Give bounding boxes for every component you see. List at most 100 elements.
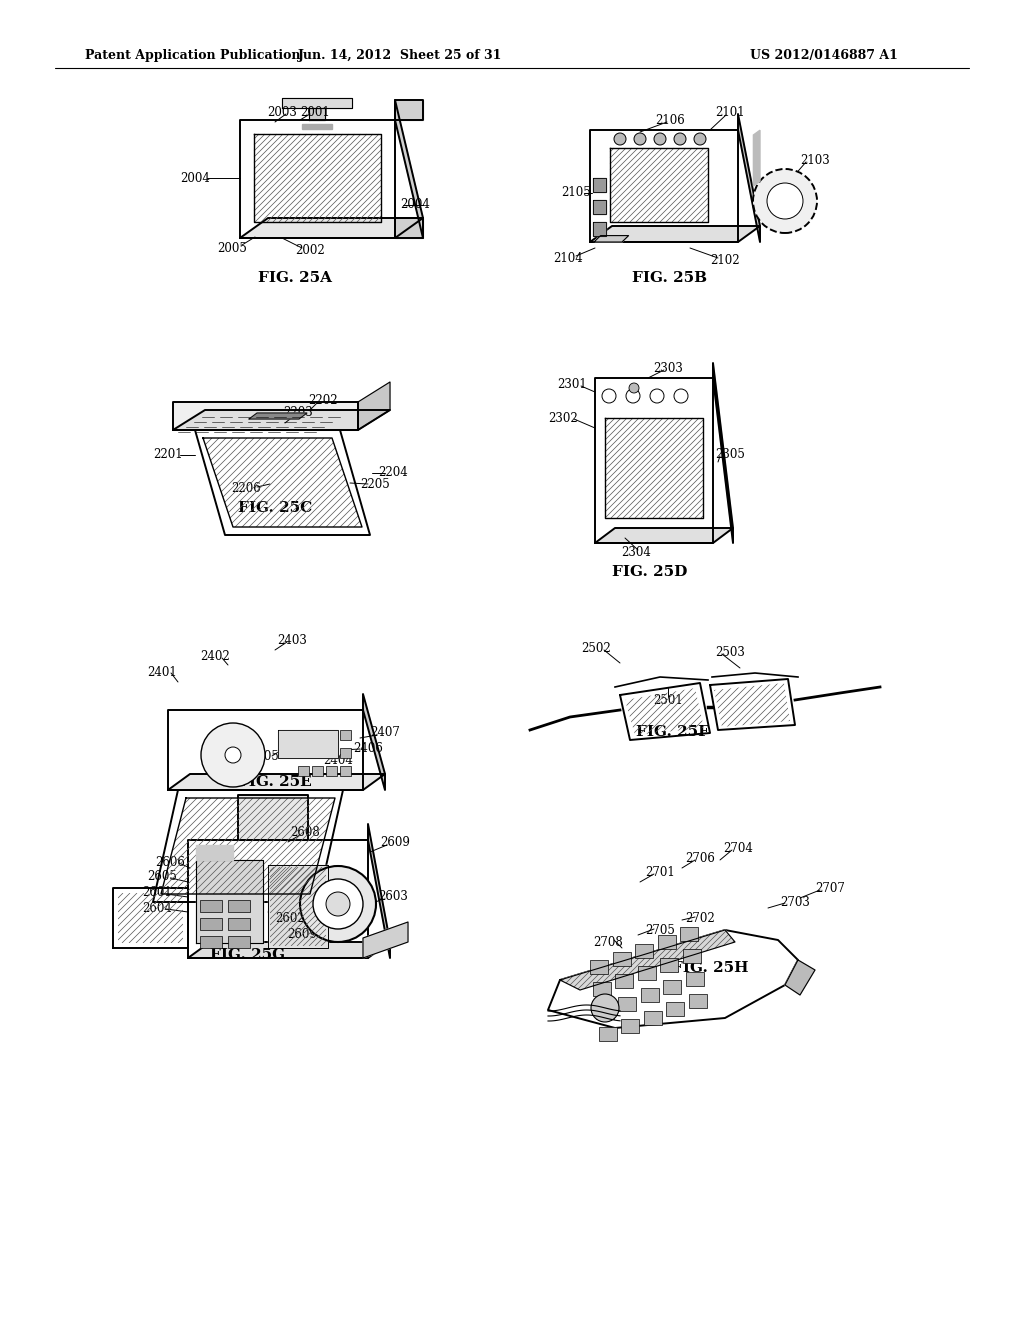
Bar bbox=[312, 766, 323, 776]
Polygon shape bbox=[113, 888, 188, 948]
Text: 2402: 2402 bbox=[200, 649, 229, 663]
Polygon shape bbox=[395, 218, 423, 238]
Polygon shape bbox=[738, 114, 760, 242]
Circle shape bbox=[626, 389, 640, 403]
Circle shape bbox=[614, 133, 626, 145]
Bar bbox=[641, 989, 658, 1002]
Text: 2002: 2002 bbox=[295, 243, 325, 256]
Text: 2404: 2404 bbox=[323, 754, 353, 767]
Bar bbox=[635, 944, 653, 957]
Circle shape bbox=[674, 133, 686, 145]
Text: 2101: 2101 bbox=[715, 106, 744, 119]
Text: 2503: 2503 bbox=[715, 645, 744, 659]
PathPatch shape bbox=[118, 894, 183, 942]
Text: DVD: DVD bbox=[298, 741, 317, 748]
Text: 2103: 2103 bbox=[800, 153, 829, 166]
Text: FIG. 25B: FIG. 25B bbox=[633, 271, 708, 285]
Text: 2104: 2104 bbox=[553, 252, 583, 264]
PathPatch shape bbox=[161, 799, 335, 894]
Circle shape bbox=[650, 389, 664, 403]
Text: 2302: 2302 bbox=[548, 412, 578, 425]
Bar bbox=[590, 960, 608, 974]
Polygon shape bbox=[590, 226, 760, 242]
Text: 2102: 2102 bbox=[711, 253, 739, 267]
Text: 2004: 2004 bbox=[400, 198, 430, 211]
Bar bbox=[298, 730, 309, 741]
Bar bbox=[622, 1019, 639, 1034]
Text: Jun. 14, 2012  Sheet 25 of 31: Jun. 14, 2012 Sheet 25 of 31 bbox=[298, 49, 502, 62]
Text: 2401: 2401 bbox=[147, 665, 177, 678]
Circle shape bbox=[767, 183, 803, 219]
Circle shape bbox=[300, 866, 376, 942]
Text: 2403: 2403 bbox=[278, 634, 307, 647]
Circle shape bbox=[694, 133, 706, 145]
Text: 2205: 2205 bbox=[360, 479, 390, 491]
Text: 2003: 2003 bbox=[267, 106, 297, 119]
Polygon shape bbox=[362, 694, 385, 789]
Polygon shape bbox=[560, 931, 735, 990]
Text: FIG. 25A: FIG. 25A bbox=[258, 271, 332, 285]
Bar bbox=[599, 1027, 616, 1041]
Text: FIG. 25E: FIG. 25E bbox=[239, 775, 312, 789]
Text: FIG. 25D: FIG. 25D bbox=[612, 565, 688, 579]
Circle shape bbox=[629, 383, 639, 393]
Polygon shape bbox=[188, 942, 390, 958]
Bar bbox=[340, 766, 351, 776]
Text: 2604: 2604 bbox=[142, 902, 172, 915]
Bar bbox=[667, 1002, 684, 1016]
Bar bbox=[683, 949, 701, 964]
Text: 2105: 2105 bbox=[561, 186, 591, 198]
Text: 2303: 2303 bbox=[653, 362, 683, 375]
Bar bbox=[612, 952, 631, 966]
Text: 2301: 2301 bbox=[557, 379, 587, 392]
Polygon shape bbox=[282, 98, 352, 108]
Text: 2304: 2304 bbox=[622, 546, 651, 560]
Circle shape bbox=[313, 879, 362, 929]
Polygon shape bbox=[590, 129, 738, 242]
Polygon shape bbox=[713, 363, 733, 543]
Text: 2609: 2609 bbox=[380, 837, 410, 850]
Text: 2705: 2705 bbox=[645, 924, 675, 936]
Bar bbox=[228, 936, 250, 948]
Text: 2201: 2201 bbox=[154, 449, 183, 462]
Text: 2609: 2609 bbox=[287, 928, 317, 941]
Text: 2605: 2605 bbox=[147, 870, 177, 883]
Polygon shape bbox=[268, 865, 328, 948]
Polygon shape bbox=[358, 381, 390, 430]
Text: 2607: 2607 bbox=[335, 921, 365, 935]
Bar bbox=[200, 936, 222, 948]
Text: US 2012/0146887 A1: US 2012/0146887 A1 bbox=[750, 49, 898, 62]
Polygon shape bbox=[309, 108, 325, 120]
Text: 2707: 2707 bbox=[815, 882, 845, 895]
Bar bbox=[312, 730, 323, 741]
Polygon shape bbox=[785, 960, 815, 995]
Polygon shape bbox=[620, 682, 710, 741]
Circle shape bbox=[591, 994, 618, 1022]
Text: 2501: 2501 bbox=[653, 693, 683, 706]
Polygon shape bbox=[593, 201, 606, 214]
PathPatch shape bbox=[560, 931, 735, 990]
Bar bbox=[200, 900, 222, 912]
Text: 2608: 2608 bbox=[290, 826, 319, 840]
PathPatch shape bbox=[714, 682, 790, 727]
Bar bbox=[686, 972, 703, 986]
Polygon shape bbox=[196, 861, 263, 942]
PathPatch shape bbox=[270, 867, 326, 946]
Text: FIG. 25G: FIG. 25G bbox=[211, 948, 286, 962]
Polygon shape bbox=[168, 710, 362, 789]
Text: Patent Application Publication: Patent Application Publication bbox=[85, 49, 300, 62]
Bar bbox=[228, 900, 250, 912]
Polygon shape bbox=[195, 430, 370, 535]
Text: FIG. 25H: FIG. 25H bbox=[672, 961, 749, 975]
Circle shape bbox=[674, 389, 688, 403]
Polygon shape bbox=[168, 774, 385, 789]
Bar bbox=[660, 958, 679, 972]
Circle shape bbox=[602, 389, 616, 403]
Bar bbox=[596, 1005, 613, 1019]
Bar bbox=[689, 994, 707, 1008]
Polygon shape bbox=[593, 222, 606, 236]
Bar bbox=[657, 936, 676, 949]
Text: 2606: 2606 bbox=[155, 855, 185, 869]
Text: 2206: 2206 bbox=[231, 482, 261, 495]
Polygon shape bbox=[710, 678, 795, 730]
